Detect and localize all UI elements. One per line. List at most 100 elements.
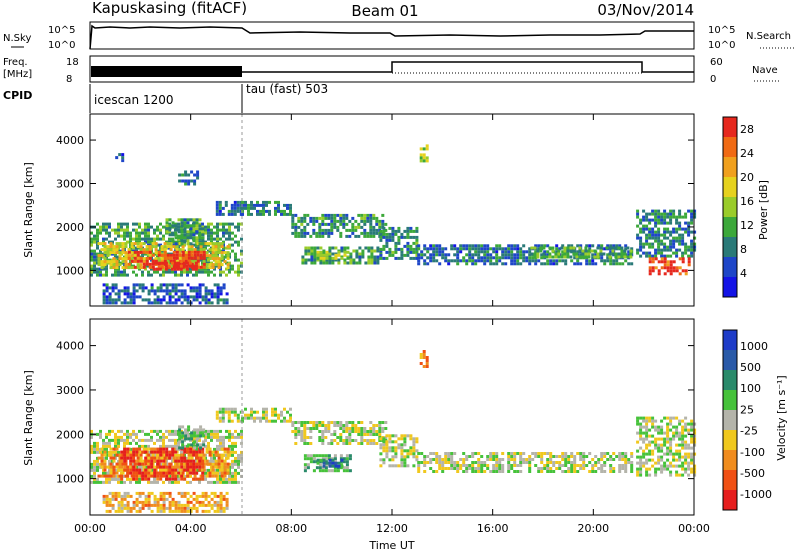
heatmap-cell: [148, 447, 152, 451]
heatmap-cell: [192, 477, 196, 481]
heatmap-cell: [126, 500, 130, 504]
colorbar-tick-label: 28: [740, 123, 754, 136]
heatmap-cell: [585, 262, 589, 266]
heatmap-cell: [196, 434, 200, 438]
heatmap-cell: [244, 203, 247, 207]
heatmap-cell: [486, 250, 490, 254]
heatmap-cell: [660, 464, 664, 468]
heatmap-cell: [322, 249, 326, 253]
heatmap-cell: [498, 256, 502, 260]
heatmap-cell: [120, 506, 124, 510]
heatmap-cell: [114, 441, 117, 445]
heatmap-cell: [507, 244, 511, 248]
heatmap-cell: [492, 262, 496, 266]
heatmap-cell: [218, 410, 222, 414]
heatmap-cell: [381, 430, 385, 433]
heatmap-cell: [129, 477, 132, 481]
heatmap-cell: [225, 267, 228, 271]
heatmap-cell: [220, 251, 224, 255]
heatmap-cell: [231, 267, 234, 271]
heatmap-cell: [657, 425, 661, 429]
heatmap-cell: [345, 442, 349, 445]
heatmap-cell: [678, 437, 682, 441]
heatmap-cell: [651, 242, 655, 246]
heatmap-cell: [192, 221, 196, 225]
heatmap-cell: [121, 159, 125, 163]
heatmap-cell: [195, 497, 199, 501]
heatmap-cell: [367, 261, 371, 265]
heatmap-cell: [336, 469, 340, 473]
nsearch-label: N.Search: [746, 31, 791, 42]
heatmap-cell: [687, 263, 691, 267]
heatmap-cell: [163, 250, 167, 254]
heatmap-cell: [162, 234, 165, 238]
heatmap-cell: [432, 244, 436, 248]
heatmap-cell: [666, 263, 670, 267]
colorbar-tick-label: 25: [740, 403, 754, 416]
heatmap-cell: [228, 429, 231, 433]
heatmap-cell: [174, 453, 177, 457]
heatmap-cell: [123, 298, 127, 302]
heatmap-cell: [210, 295, 214, 299]
heatmap-cell: [626, 255, 630, 259]
heatmap-cell: [636, 419, 640, 423]
colorbar-tick-label: 100: [740, 382, 761, 395]
heatmap-cell: [528, 464, 532, 467]
heatmap-cell: [391, 226, 395, 230]
heatmap-cell: [105, 503, 109, 507]
heatmap-cell: [160, 468, 164, 472]
heatmap-cell: [144, 298, 148, 302]
heatmap-cell: [150, 286, 154, 290]
heatmap-cell: [669, 464, 673, 468]
heatmap-cell: [198, 459, 202, 463]
heatmap-cell: [103, 474, 107, 478]
heatmap-cell: [331, 246, 335, 250]
heatmap-cell: [204, 503, 208, 507]
heatmap-cell: [165, 227, 169, 231]
heatmap-cell: [672, 464, 676, 468]
heatmap-cell: [669, 248, 673, 252]
heatmap-cell: [510, 455, 514, 458]
heatmap-cell: [582, 458, 586, 461]
heatmap-cell: [223, 459, 227, 463]
heatmap-cell: [216, 494, 220, 498]
heatmap-cell: [211, 257, 215, 261]
heatmap-cell: [657, 233, 661, 237]
heatmap-cell: [546, 253, 550, 257]
heatmap-cell: [678, 221, 682, 225]
heatmap-cell: [187, 471, 191, 475]
heatmap-cell: [447, 455, 451, 458]
heatmap-cell: [572, 246, 576, 250]
heatmap-cell: [187, 453, 191, 457]
heatmap-cell: [129, 453, 133, 457]
heatmap-cell: [513, 461, 517, 464]
heatmap-cell: [186, 447, 190, 451]
heatmap-cell: [186, 230, 190, 234]
heatmap-cell: [190, 262, 194, 266]
heatmap-cell: [339, 439, 343, 442]
heatmap-cell: [412, 452, 416, 456]
heatmap-cell: [215, 212, 219, 216]
heatmap-cell: [636, 212, 640, 216]
heatmap-cell: [534, 262, 538, 266]
colorbar-tick-label: -100: [740, 446, 765, 459]
heatmap-cell: [333, 421, 337, 424]
heatmap-cell: [423, 458, 427, 461]
heatmap-cell: [196, 176, 200, 180]
heatmap-cell: [422, 156, 426, 160]
heatmap-cell: [217, 456, 221, 460]
heatmap-cell: [657, 260, 661, 264]
heatmap-cell: [327, 222, 331, 226]
heatmap-cell: [108, 491, 112, 495]
heatmap-cell: [304, 258, 308, 262]
heatmap-cell: [669, 473, 673, 477]
heatmap-cell: [111, 503, 115, 507]
heatmap-cell: [196, 265, 200, 269]
heatmap-cell: [587, 249, 591, 253]
heatmap-cell: [135, 432, 138, 436]
heatmap-cell: [234, 450, 237, 454]
heatmap-cell: [189, 459, 193, 463]
heatmap-cell: [153, 441, 156, 445]
heatmap-cell: [324, 213, 328, 217]
heatmap-cell: [394, 229, 398, 233]
